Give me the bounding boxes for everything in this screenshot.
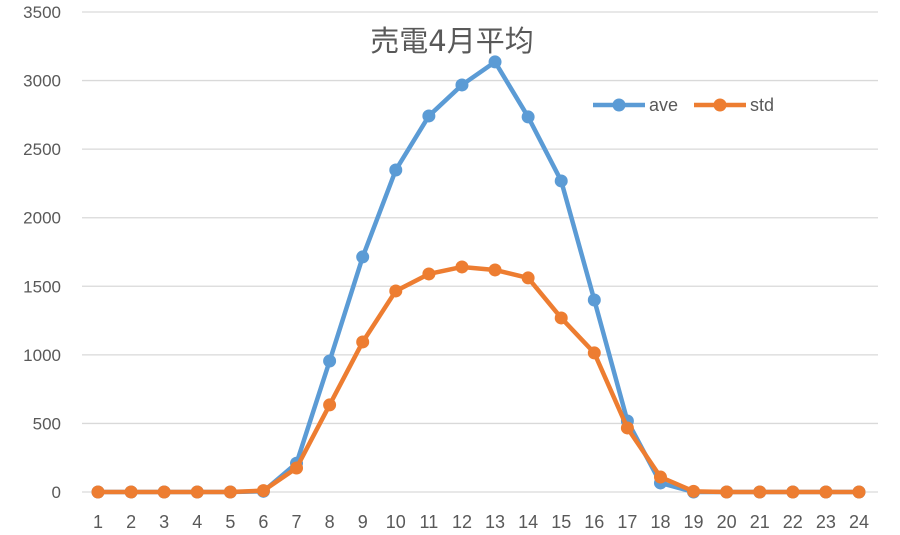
x-tick-label: 16 (584, 512, 604, 532)
data-point-marker (190, 485, 204, 499)
x-tick-label: 5 (225, 512, 235, 532)
data-point-marker (422, 109, 436, 123)
data-point-marker (521, 110, 535, 124)
data-point-marker (356, 335, 370, 349)
data-point-marker (488, 55, 502, 69)
x-tick-label: 19 (684, 512, 704, 532)
data-point-marker (422, 267, 436, 281)
x-tick-label: 6 (258, 512, 268, 532)
series-line (98, 264, 859, 495)
data-point-marker (521, 271, 535, 285)
data-point-marker (720, 485, 734, 499)
data-point-marker (819, 485, 833, 499)
data-point-marker (290, 461, 304, 475)
x-tick-label: 10 (386, 512, 406, 532)
data-point-marker (157, 485, 171, 499)
y-tick-label: 2000 (23, 209, 61, 228)
legend: ave std (593, 95, 774, 115)
x-tick-label: 7 (292, 512, 302, 532)
data-point-marker (356, 250, 370, 264)
data-point-marker (124, 485, 138, 499)
x-axis-labels: 1 2 3 4 5 6 7 8 9 10 11 12 13 14 15 16 17 18 19 20 21 22 23 24 (93, 512, 869, 532)
data-point-marker (753, 485, 767, 499)
x-tick-label: 13 (485, 512, 505, 532)
data-point-marker (488, 263, 502, 277)
x-tick-label: 18 (650, 512, 670, 532)
x-tick-label: 24 (849, 512, 869, 532)
series-ave (91, 55, 866, 499)
gridlines (82, 11, 878, 493)
x-tick-label: 8 (325, 512, 335, 532)
data-point-marker (256, 484, 270, 498)
legend-label: std (750, 95, 774, 115)
y-tick-label: 500 (33, 414, 61, 433)
data-point-marker (554, 174, 568, 188)
x-tick-label: 9 (358, 512, 368, 532)
x-tick-label: 11 (420, 512, 439, 532)
x-tick-label: 23 (816, 512, 836, 532)
legend-marker-icon (612, 98, 626, 112)
chart-title: 売電4月平均 (370, 24, 533, 58)
x-tick-label: 4 (192, 512, 202, 532)
data-point-marker (455, 260, 469, 274)
data-point-marker (323, 354, 337, 368)
data-point-marker (687, 484, 701, 498)
x-tick-label: 20 (717, 512, 737, 532)
x-tick-label: 2 (126, 512, 136, 532)
data-point-marker (91, 485, 105, 499)
series-line (98, 59, 859, 495)
y-tick-label: 1000 (23, 346, 61, 365)
legend-label: ave (649, 95, 678, 115)
x-tick-label: 17 (617, 512, 637, 532)
data-point-marker (455, 78, 469, 92)
data-point-marker (389, 163, 403, 177)
x-tick-label: 1 (93, 512, 103, 532)
x-tick-label: 15 (551, 512, 571, 532)
x-tick-label: 21 (750, 512, 770, 532)
y-axis-labels: 0 500 1000 1500 2000 2500 3000 3500 (23, 3, 61, 502)
y-tick-label: 0 (52, 483, 61, 502)
x-tick-label: 3 (159, 512, 169, 532)
data-point-marker (620, 421, 634, 435)
data-point-marker (554, 311, 568, 325)
data-point-marker (587, 346, 601, 360)
plot-series (91, 55, 866, 499)
y-tick-label: 1500 (23, 277, 61, 296)
x-tick-label: 12 (452, 512, 472, 532)
y-tick-label: 2500 (23, 140, 61, 159)
legend-item-std: std (694, 95, 774, 115)
legend-marker-icon (713, 98, 727, 112)
data-point-marker (389, 284, 403, 298)
data-point-marker (587, 293, 601, 307)
y-tick-label: 3500 (23, 3, 61, 22)
series-std (91, 260, 866, 499)
data-point-marker (852, 485, 866, 499)
y-tick-label: 3000 (23, 72, 61, 91)
data-point-marker (786, 485, 800, 499)
legend-item-ave: ave (593, 95, 678, 115)
data-point-marker (653, 470, 667, 484)
data-point-marker (323, 398, 337, 412)
x-tick-label: 22 (783, 512, 803, 532)
x-tick-label: 14 (518, 512, 538, 532)
data-point-marker (223, 485, 237, 499)
